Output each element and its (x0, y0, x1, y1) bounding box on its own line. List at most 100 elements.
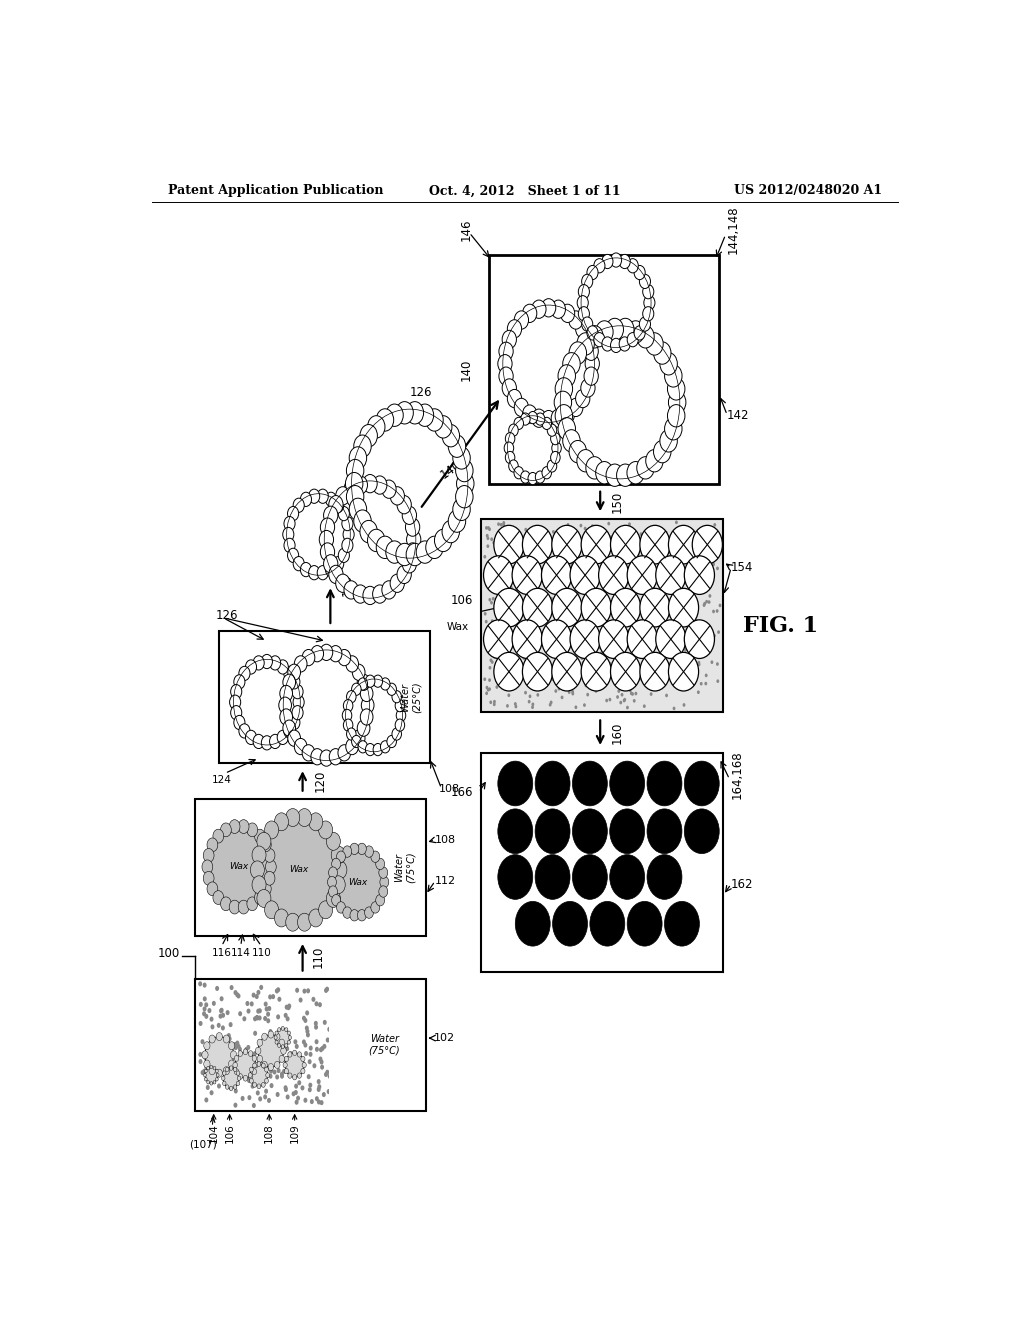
Circle shape (706, 529, 709, 533)
Text: 102: 102 (433, 1034, 455, 1043)
Circle shape (628, 523, 631, 525)
Circle shape (623, 636, 626, 640)
Circle shape (264, 1002, 267, 1007)
Circle shape (358, 741, 368, 752)
Circle shape (599, 556, 629, 594)
Text: 114: 114 (230, 948, 251, 958)
Circle shape (639, 275, 650, 289)
Circle shape (702, 556, 706, 560)
Circle shape (515, 558, 518, 562)
Circle shape (686, 627, 689, 631)
Circle shape (297, 1073, 301, 1078)
Circle shape (708, 572, 711, 576)
Circle shape (669, 652, 698, 690)
Circle shape (563, 533, 566, 537)
Circle shape (308, 1088, 311, 1092)
Circle shape (498, 569, 501, 573)
Circle shape (573, 606, 577, 610)
Circle shape (556, 610, 559, 614)
Circle shape (502, 523, 505, 527)
Circle shape (690, 569, 693, 573)
Circle shape (505, 433, 515, 445)
Circle shape (582, 317, 593, 331)
Circle shape (653, 342, 671, 364)
Circle shape (304, 1051, 308, 1056)
Circle shape (332, 895, 341, 906)
Circle shape (228, 1085, 232, 1090)
Circle shape (256, 990, 260, 995)
Circle shape (280, 1073, 284, 1078)
Circle shape (328, 876, 337, 888)
Circle shape (260, 838, 271, 851)
Circle shape (312, 1063, 316, 1068)
Text: Water
(75°C): Water (75°C) (369, 1034, 400, 1056)
Circle shape (302, 744, 314, 760)
Circle shape (554, 610, 557, 612)
Circle shape (706, 540, 708, 544)
Circle shape (204, 1056, 208, 1061)
Circle shape (303, 1043, 307, 1048)
Circle shape (245, 1052, 249, 1057)
Circle shape (602, 337, 613, 351)
Circle shape (531, 409, 546, 428)
Circle shape (204, 1002, 208, 1007)
Circle shape (453, 446, 470, 469)
Circle shape (684, 661, 686, 665)
Circle shape (679, 634, 682, 636)
Circle shape (634, 326, 645, 341)
Circle shape (285, 1028, 288, 1032)
Circle shape (280, 1056, 285, 1063)
Circle shape (627, 676, 629, 680)
Circle shape (515, 557, 518, 561)
Circle shape (716, 566, 719, 570)
Circle shape (596, 462, 613, 484)
Circle shape (515, 675, 518, 678)
Circle shape (381, 741, 390, 752)
Circle shape (607, 521, 610, 525)
Circle shape (542, 411, 556, 429)
Circle shape (357, 719, 370, 737)
Text: US 2012/0248020 A1: US 2012/0248020 A1 (734, 185, 882, 198)
Circle shape (616, 318, 634, 341)
Text: 106: 106 (451, 594, 473, 607)
Circle shape (285, 1053, 304, 1077)
Circle shape (633, 607, 635, 611)
Circle shape (257, 1060, 261, 1065)
Circle shape (509, 417, 557, 479)
Circle shape (220, 896, 231, 911)
Circle shape (314, 1039, 318, 1044)
Circle shape (590, 561, 593, 564)
Circle shape (541, 554, 544, 558)
Circle shape (493, 647, 496, 651)
Circle shape (538, 540, 540, 543)
Circle shape (238, 1047, 242, 1052)
Circle shape (656, 557, 659, 561)
Circle shape (594, 333, 605, 347)
Circle shape (498, 854, 532, 899)
Circle shape (507, 319, 521, 338)
Circle shape (627, 462, 644, 484)
Circle shape (301, 1068, 305, 1073)
Circle shape (301, 1056, 305, 1061)
Circle shape (659, 598, 662, 602)
Circle shape (637, 457, 654, 479)
Circle shape (620, 701, 623, 705)
Circle shape (711, 638, 714, 642)
Circle shape (274, 909, 289, 927)
Circle shape (685, 576, 688, 579)
Circle shape (498, 355, 512, 372)
Circle shape (665, 667, 668, 671)
Circle shape (457, 473, 474, 495)
Circle shape (306, 989, 310, 994)
Circle shape (577, 450, 594, 473)
Circle shape (289, 1036, 292, 1040)
Circle shape (567, 690, 570, 694)
Circle shape (232, 1063, 238, 1068)
Circle shape (663, 597, 666, 599)
Circle shape (653, 441, 671, 463)
Circle shape (215, 1063, 219, 1068)
Bar (196, 799, 426, 936)
Circle shape (387, 684, 396, 696)
Circle shape (203, 982, 207, 987)
Circle shape (396, 709, 406, 722)
